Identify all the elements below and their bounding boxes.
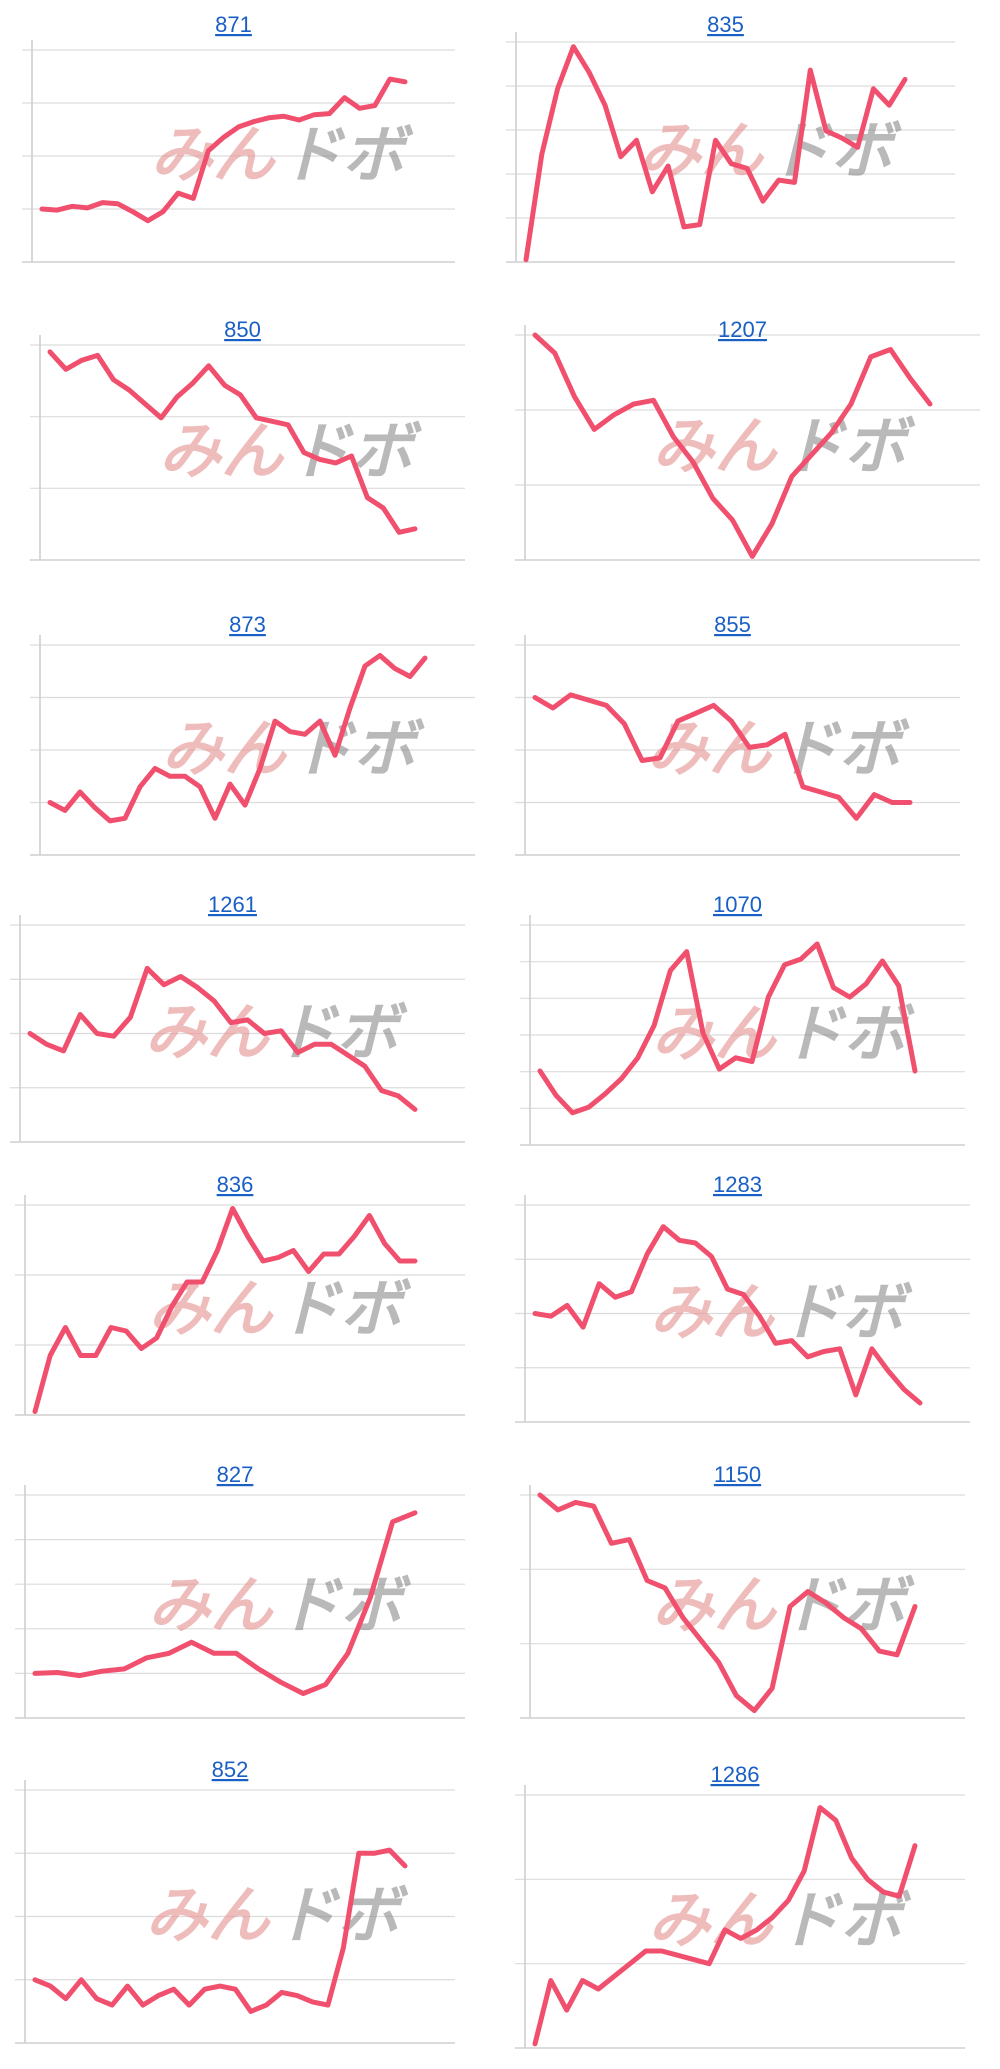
chart-title-link[interactable]: 1286 bbox=[711, 1762, 760, 1787]
line-chart: みん ドボ 852 bbox=[15, 1757, 455, 2044]
chart-panel: みん ドボ 871 bbox=[15, 0, 465, 270]
watermark-logo: ドボ bbox=[292, 712, 425, 785]
chart-panel: みん ドボ 827 bbox=[15, 1450, 470, 1725]
chart-panel: みん ドボ 1150 bbox=[520, 1450, 975, 1725]
chart-panel: みん ドボ 873 bbox=[25, 600, 475, 865]
series-line bbox=[532, 1805, 918, 2047]
watermark-logo: ドボ bbox=[289, 415, 422, 488]
watermark-logo: みん bbox=[159, 415, 285, 488]
series-line bbox=[532, 692, 913, 821]
chart-title-link[interactable]: 1150 bbox=[714, 1462, 761, 1487]
line-chart: みん ドボ 827 bbox=[15, 1462, 465, 1719]
chart-title-link[interactable]: 873 bbox=[229, 612, 266, 637]
watermark-logo: ドボ bbox=[280, 118, 413, 191]
chart-panel: みん ドボ 1070 bbox=[520, 880, 975, 1155]
watermark-logo: ドボ bbox=[769, 114, 902, 187]
line-chart: みん ドボ 871 bbox=[22, 12, 455, 263]
line-chart: みん ドボ 836 bbox=[15, 1172, 465, 1416]
line-chart: みん ドボ 1150 bbox=[520, 1462, 965, 1719]
series-line bbox=[32, 1510, 418, 1696]
chart-title-link[interactable]: 1261 bbox=[208, 892, 257, 917]
line-chart: みん ドボ 1261 bbox=[10, 892, 465, 1143]
series-line bbox=[47, 653, 428, 824]
watermark-logo: みん bbox=[145, 996, 271, 1069]
line-chart: みん ドボ 835 bbox=[506, 12, 955, 263]
chart-panel: みん ドボ 836 bbox=[15, 1160, 465, 1425]
chart-title-link[interactable]: 835 bbox=[707, 12, 744, 37]
watermark-logo: ドボ bbox=[782, 997, 915, 1070]
chart-title-link[interactable]: 871 bbox=[215, 12, 252, 37]
chart-panel: みん ドボ 1207 bbox=[515, 305, 985, 570]
watermark-logo: ドボ bbox=[278, 1272, 411, 1345]
series-line bbox=[537, 941, 918, 1116]
chart-panel: みん ドボ 835 bbox=[505, 0, 965, 270]
chart-panel: みん ドボ 850 bbox=[25, 305, 465, 570]
chart-panel: みん ドボ 1283 bbox=[515, 1160, 970, 1430]
series-line bbox=[32, 1206, 418, 1414]
series-line bbox=[47, 349, 418, 535]
series-line bbox=[532, 1224, 923, 1406]
chart-title-link[interactable]: 852 bbox=[212, 1757, 249, 1782]
watermark-logo: ドボ bbox=[780, 1276, 913, 1349]
chart-title-link[interactable]: 827 bbox=[217, 1462, 254, 1487]
watermark-logo: みん bbox=[639, 114, 765, 187]
watermark-logo: みん bbox=[652, 410, 778, 483]
series-line bbox=[39, 76, 408, 224]
watermark-logo: ドボ bbox=[275, 1879, 408, 1952]
watermark-logo: みん bbox=[148, 1569, 274, 1642]
watermark-logo: ドボ bbox=[278, 1569, 411, 1642]
watermark-logo: みん bbox=[145, 1879, 271, 1952]
watermark-logo: ドボ bbox=[782, 1569, 915, 1642]
chart-title-link[interactable]: 850 bbox=[224, 317, 261, 342]
series-line bbox=[532, 332, 933, 559]
chart-panel: みん ドボ 852 bbox=[15, 1745, 455, 2050]
chart-title-link[interactable]: 836 bbox=[217, 1172, 254, 1197]
chart-title-link[interactable]: 1070 bbox=[713, 892, 762, 917]
watermark-logo: みん bbox=[648, 1884, 774, 1957]
watermark-logo: みん bbox=[652, 1569, 778, 1642]
watermark-logo: みん bbox=[150, 118, 276, 191]
chart-panel: みん ドボ 855 bbox=[515, 600, 965, 865]
chart-panel: みん ドボ 1261 bbox=[10, 880, 465, 1150]
series-line bbox=[523, 44, 908, 263]
chart-title-link[interactable]: 855 bbox=[714, 612, 751, 637]
series-line bbox=[537, 1492, 918, 1714]
chart-panel: みん ドボ 1286 bbox=[515, 1750, 970, 2055]
watermark-logo: ドボ bbox=[275, 996, 408, 1069]
series-line bbox=[32, 1847, 408, 2014]
watermark-logo: みん bbox=[148, 1272, 274, 1345]
chart-title-link[interactable]: 1207 bbox=[718, 317, 767, 342]
line-chart: みん ドボ 1207 bbox=[515, 317, 980, 561]
watermark-logo: ドボ bbox=[782, 410, 915, 483]
chart-title-link[interactable]: 1283 bbox=[713, 1172, 762, 1197]
series-line bbox=[27, 965, 418, 1112]
line-chart: みん ドボ 850 bbox=[30, 317, 465, 561]
